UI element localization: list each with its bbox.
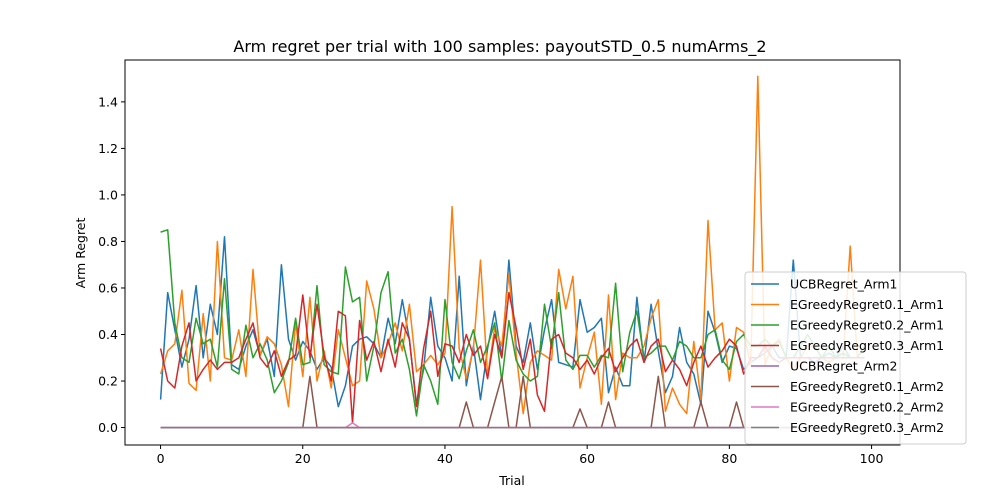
legend-entry: EGreedyRegret0.3_Arm2 [790, 420, 944, 435]
x-tick-label: 60 [579, 451, 595, 466]
legend-entry: EGreedyRegret0.2_Arm1 [790, 318, 944, 333]
y-tick-label: 1.2 [98, 141, 118, 156]
x-axis-label: Trial [498, 473, 525, 488]
axes-frame [124, 59, 901, 446]
y-tick-label: 0.2 [98, 374, 118, 389]
legend-entry: EGreedyRegret0.3_Arm1 [790, 338, 944, 353]
x-tick-label: 100 [860, 451, 884, 466]
legend-entry: EGreedyRegret0.2_Arm2 [790, 400, 944, 415]
y-axis-label: Arm Regret [73, 217, 88, 288]
legend-entry: UCBRegret_Arm1 [790, 277, 898, 292]
y-tick-label: 0.0 [98, 420, 118, 435]
legend-entry: EGreedyRegret0.1_Arm1 [790, 297, 944, 312]
y-tick-label: 1.4 [98, 94, 118, 109]
chart-title: Arm regret per trial with 100 samples: p… [233, 37, 766, 57]
y-tick-label: 1.0 [98, 187, 118, 202]
x-tick-label: 40 [437, 451, 453, 466]
x-axis: 0 20 40 60 80 100 [157, 445, 884, 466]
x-tick-label: 20 [295, 451, 311, 466]
legend-entry: UCBRegret_Arm2 [790, 359, 898, 374]
x-tick-label: 80 [721, 451, 737, 466]
legend-box [744, 271, 967, 445]
legend: UCBRegret_Arm1 EGreedyRegret0.1_Arm1 EGree… [744, 271, 967, 445]
y-tick-label: 0.4 [98, 327, 118, 342]
y-axis: 0.0 0.2 0.4 0.6 0.8 1.0 1.2 1.4 [98, 94, 125, 435]
y-tick-label: 0.8 [98, 234, 118, 249]
y-tick-label: 0.6 [98, 280, 118, 295]
legend-entry: EGreedyRegret0.1_Arm2 [790, 379, 944, 394]
x-tick-label: 0 [157, 451, 165, 466]
